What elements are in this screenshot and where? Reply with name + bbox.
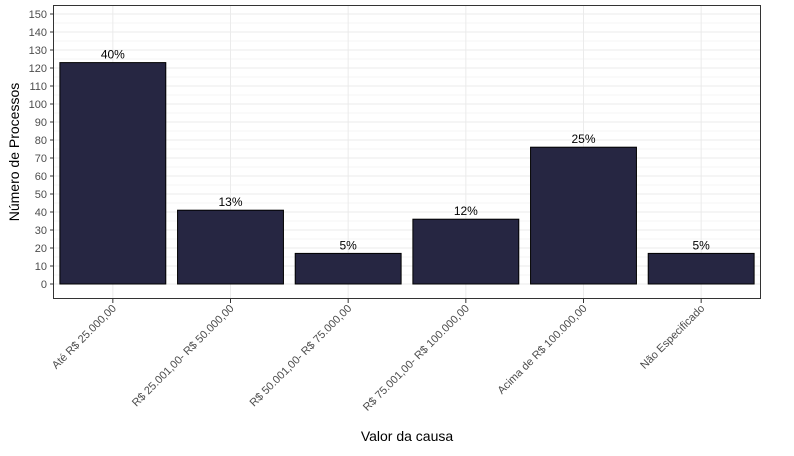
bar (59, 62, 167, 285)
y-tick-label: 120 (29, 63, 47, 75)
y-tick-label: 10 (35, 261, 47, 273)
y-tick-label: 40 (35, 207, 47, 219)
y-tick-label: 100 (29, 99, 47, 111)
y-tick-label: 0 (41, 279, 47, 291)
y-tick-label: 50 (35, 189, 47, 201)
bar-data-label: 25% (571, 132, 595, 146)
bar (412, 218, 520, 285)
plot-panel-border (53, 5, 761, 299)
y-axis: 0 10 20 30 40 50 60 70 80 90 100 110 120 130 140 150 (29, 9, 54, 291)
y-tick-label: 60 (35, 171, 47, 183)
bar (177, 209, 284, 285)
y-tick-label: 150 (29, 9, 47, 21)
bar-data-label: 13% (218, 195, 242, 209)
y-tick-label: 140 (29, 27, 47, 39)
bar-data-label: 5% (339, 238, 357, 252)
bar-data-label: 40% (101, 48, 125, 62)
bar-data-labels: 40% 13% 5% 12% 25% 5% (101, 48, 710, 253)
bar-data-label: 12% (454, 204, 478, 218)
bar (294, 252, 402, 285)
bar (647, 252, 755, 285)
y-tick-label: 80 (35, 135, 47, 147)
y-tick-label: 70 (35, 153, 47, 165)
y-axis-title: Número de Processos (6, 83, 22, 222)
bars (59, 62, 755, 285)
y-tick-label: 20 (35, 243, 47, 255)
x-axis-title: Valor da causa (361, 428, 454, 444)
y-tick-label: 130 (29, 45, 47, 57)
bar (530, 146, 637, 285)
y-tick-label: 90 (35, 117, 47, 129)
y-tick-label: 110 (29, 81, 47, 93)
y-tick-label: 30 (35, 225, 47, 237)
bar-data-label: 5% (692, 238, 710, 252)
